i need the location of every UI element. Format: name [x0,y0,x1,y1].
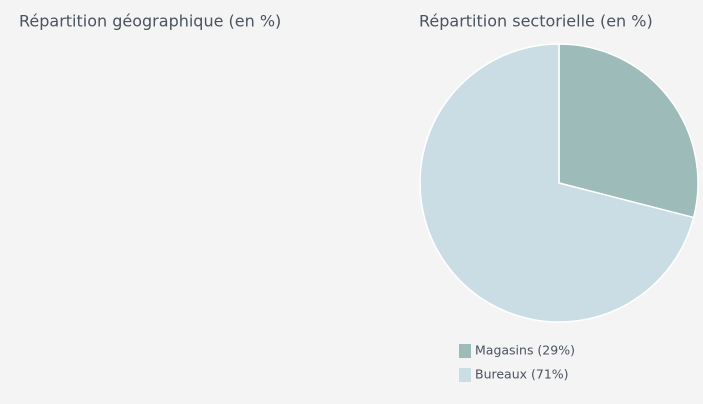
pie-slice [419,43,695,323]
legend-swatch [459,368,471,382]
pie-slice [558,43,699,219]
chart-title: Répartition sectorielle (en %) [419,12,653,31]
legend-label: Magasins (29%) [475,343,575,358]
chart-title: Répartition géographique (en %) [19,12,281,31]
legend-label: Bureaux (71%) [475,367,569,382]
legend-swatch [459,344,471,358]
